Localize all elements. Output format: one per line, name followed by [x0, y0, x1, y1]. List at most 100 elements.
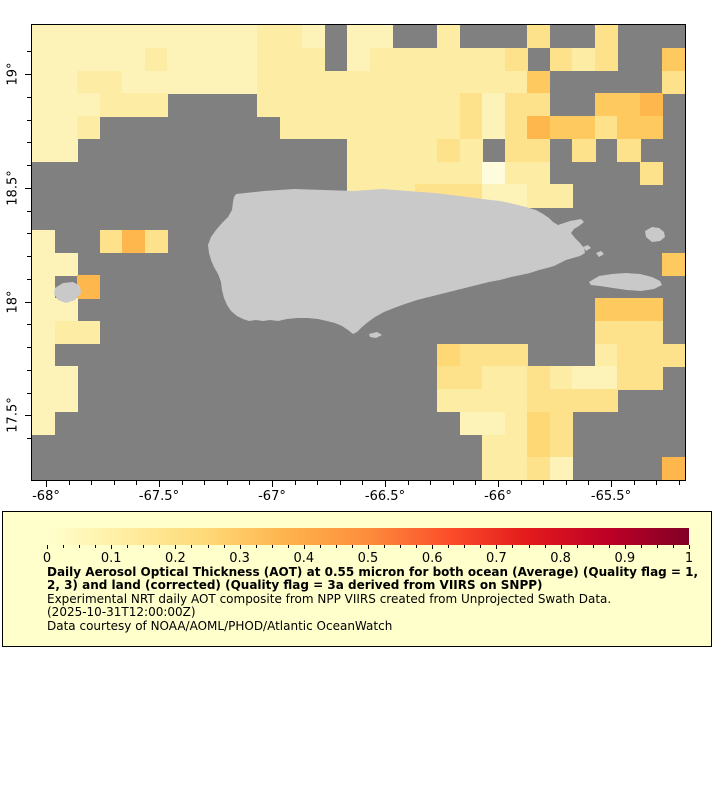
colorbar-minor-tick: [255, 545, 257, 548]
aot-grid-cell: [617, 116, 641, 140]
legend-caption: Daily Aerosol Optical Thickness (AOT) at…: [47, 565, 701, 633]
aot-grid-cell: [369, 70, 393, 94]
colorbar-major-tick: [624, 545, 626, 549]
colorbar-minor-tick: [143, 545, 145, 548]
x-minor-tick: [204, 481, 206, 485]
x-minor-tick: [317, 481, 319, 485]
aot-grid-cell: [302, 47, 326, 72]
legend-credit: Data courtesy of NOAA/AOML/PHOD/Atlantic…: [47, 618, 393, 633]
vieques-island: [589, 273, 662, 291]
aot-grid-cell: [369, 25, 393, 49]
aot-grid-cell: [639, 298, 664, 322]
aot-grid-cell: [392, 47, 416, 72]
aot-grid-cell: [459, 161, 483, 185]
aot-map: [31, 24, 686, 481]
aot-grid-cell: [482, 457, 506, 480]
x-minor-tick: [294, 481, 296, 485]
aot-grid-cell: [459, 343, 483, 367]
aot-grid-cell: [99, 70, 123, 94]
y-minor-tick: [27, 96, 31, 98]
aot-grid-cell: [504, 116, 528, 140]
colorbar-minor-tick: [207, 545, 209, 548]
aot-grid-cell: [77, 25, 101, 49]
aot-grid-cell: [504, 93, 528, 117]
legend-subtitle: Experimental NRT daily AOT composite fro…: [47, 591, 612, 606]
aot-grid-cell: [662, 343, 685, 367]
aot-grid-cell: [639, 116, 664, 140]
aot-grid-cell: [77, 275, 101, 299]
aot-grid-cell: [54, 389, 78, 413]
aot-grid-cell: [302, 116, 326, 140]
y-minor-tick: [27, 278, 31, 280]
x-minor-tick: [249, 481, 251, 485]
aot-grid-cell: [257, 25, 281, 49]
aot-grid-cell: [662, 70, 685, 94]
x-minor-tick: [362, 481, 364, 485]
aot-grid-cell: [77, 116, 101, 140]
aot-grid-cell: [527, 161, 551, 185]
aot-grid-cell: [527, 25, 551, 49]
aot-grid-cell: [572, 389, 596, 413]
aot-grid-cell: [482, 389, 506, 413]
colorbar-minor-tick: [400, 545, 402, 548]
y-minor-tick: [27, 233, 31, 235]
aot-grid-cell: [482, 434, 506, 458]
aot-grid-cell: [369, 161, 393, 185]
aot-grid-cell: [437, 366, 461, 390]
colorbar-minor-tick: [63, 545, 65, 548]
colorbar-minor-tick: [95, 545, 97, 548]
aot-grid-cell: [617, 320, 641, 345]
y-minor-tick: [27, 369, 31, 371]
aot-grid-cell: [392, 93, 416, 117]
colorbar-minor-tick: [464, 545, 466, 548]
aot-grid-cell: [572, 366, 596, 390]
aot-grid-cell: [482, 161, 506, 185]
colorbar-minor-tick: [592, 545, 594, 548]
colorbar-tick-label: 0.8: [550, 551, 571, 566]
aot-grid-cell: [504, 411, 528, 436]
aot-grid-cell: [639, 320, 664, 345]
colorbar-major-tick: [689, 545, 690, 549]
aot-grid-cell: [77, 320, 101, 345]
aot-grid-cell: [167, 47, 191, 72]
x-tick-label: -68°: [32, 489, 60, 504]
x-major-tick: [497, 481, 499, 487]
colorbar-major-tick: [368, 545, 369, 549]
colorbar-major-tick: [432, 545, 434, 549]
aot-grid-cell: [54, 298, 78, 322]
aot-grid-cell: [144, 47, 168, 72]
colorbar-minor-tick: [223, 545, 225, 548]
aot-grid-cell: [617, 138, 641, 163]
legend-title-line1: Daily Aerosol Optical Thickness (AOT) at…: [47, 565, 699, 579]
aot-grid-cell: [279, 70, 303, 94]
colorbar-tick-label: 1: [684, 551, 694, 566]
colorbar-minor-tick: [672, 545, 674, 548]
y-minor-tick: [27, 165, 31, 166]
aot-grid-cell: [54, 25, 78, 49]
aot-grid-cell: [527, 184, 551, 208]
x-minor-tick: [452, 481, 454, 485]
colorbar-minor-tick: [640, 545, 642, 548]
aot-grid-cell: [459, 389, 483, 413]
colorbar-major-tick: [175, 545, 177, 549]
x-minor-tick: [226, 481, 228, 485]
aot-grid-cell: [122, 93, 146, 117]
x-minor-tick: [430, 481, 432, 485]
aot-grid-cell: [459, 411, 483, 436]
aot-grid-cell: [212, 25, 236, 49]
aot-grid-cell: [594, 298, 619, 322]
aot-grid-cell: [414, 138, 438, 163]
aot-grid-cell: [144, 25, 168, 49]
legend-panel: 0 0.1 0.2 0.3 0.4 0.5 0.6 0.7 0.8 0.9 1 Daily Aero…: [2, 511, 712, 647]
aot-grid-cell: [234, 70, 258, 94]
aot-grid-cell: [549, 389, 573, 413]
y-minor-tick: [27, 119, 31, 121]
aot-grid-cell: [504, 138, 528, 163]
colorbar-minor-tick: [480, 545, 482, 548]
aot-grid-cell: [32, 229, 56, 254]
aot-grid-cell: [279, 116, 303, 140]
colorbar-minor-tick: [127, 545, 129, 548]
aot-grid-cell: [504, 389, 528, 413]
x-minor-tick: [678, 481, 680, 485]
aot-grid-cell: [234, 47, 258, 72]
